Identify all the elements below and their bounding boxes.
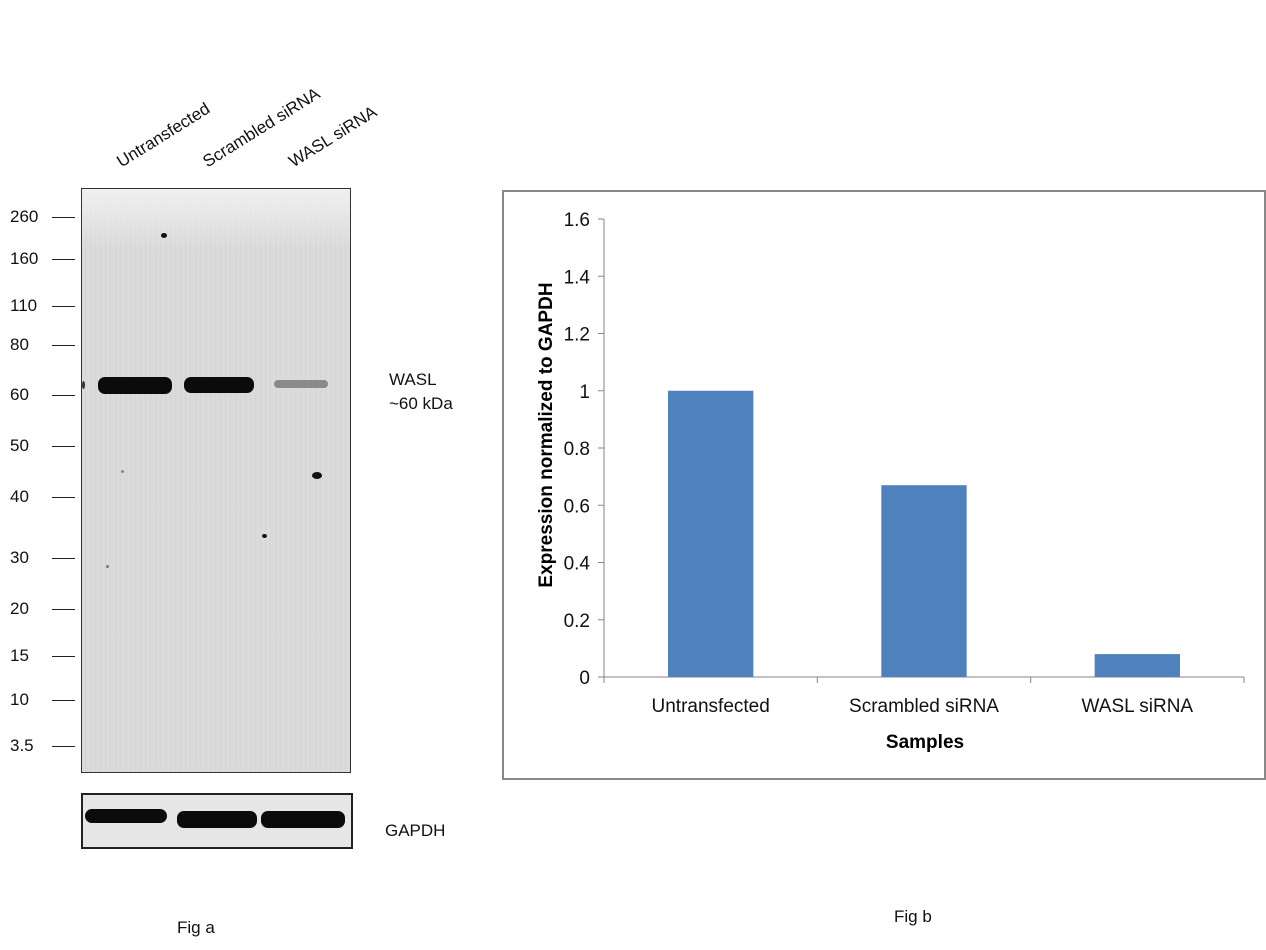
blot-speck (121, 470, 124, 473)
gapdh-label: GAPDH (385, 821, 446, 840)
marker-label-40: 40 (10, 487, 29, 506)
blot-speck (262, 534, 267, 538)
fig-a-caption: Fig a (177, 918, 215, 937)
y-tick-label: 0 (579, 668, 590, 689)
bar-wasl-sirna (1094, 654, 1180, 677)
western-blot-membrane (81, 188, 351, 773)
band-scrambled-sirna (184, 377, 254, 393)
marker-tick (52, 345, 75, 346)
blot-speck (312, 472, 322, 479)
bars (668, 390, 1180, 677)
marker-tick (52, 746, 75, 747)
marker-tick (52, 558, 75, 559)
gapdh-blot (81, 793, 353, 849)
y-tick-label: 1.4 (564, 267, 591, 288)
blot-speck (82, 381, 85, 389)
membrane-shading (82, 189, 350, 249)
band-untransfected (98, 377, 172, 394)
y-tick-label: 0.6 (564, 496, 590, 517)
x-tick-label: Scrambled siRNA (849, 696, 999, 717)
marker-tick (52, 609, 75, 610)
marker-label-80: 80 (10, 335, 29, 354)
gapdh-band-scrambled-sirna (177, 811, 257, 828)
x-axis: Untransfected Scrambled siRNA WASL siRNA (603, 676, 1245, 717)
marker-label-3-5: 3.5 (10, 736, 34, 755)
y-tick-label: 0.4 (564, 554, 591, 575)
marker-tick (52, 497, 75, 498)
marker-label-15: 15 (10, 646, 29, 665)
wasl-band-label: WASL (389, 370, 437, 389)
y-tick-label: 0.2 (564, 611, 590, 632)
marker-label-110: 110 (10, 296, 38, 315)
y-axis-label: Expression normalized to GAPDH (536, 282, 557, 587)
bar-untransfected (668, 390, 754, 677)
marker-label-260: 260 (10, 207, 39, 226)
lane-label-untransfected: Untransfected (113, 98, 214, 172)
marker-tick (52, 700, 75, 701)
gapdh-band-wasl-sirna (261, 811, 345, 828)
marker-tick (52, 446, 75, 447)
band-wasl-sirna (274, 380, 328, 388)
blot-speck (106, 565, 109, 568)
bar-scrambled-sirna (881, 485, 967, 677)
wasl-size-label: ~60 kDa (389, 394, 453, 413)
marker-label-50: 50 (10, 436, 29, 455)
y-axis: 0 0.2 0.4 0.6 0.8 1 1.2 1.4 1.6 (564, 210, 605, 689)
gapdh-band-untransfected (85, 809, 167, 823)
x-tick-label: WASL siRNA (1082, 696, 1194, 717)
fig-b-caption: Fig b (894, 907, 932, 926)
y-tick-label: 1 (579, 382, 590, 403)
marker-label-20: 20 (10, 599, 29, 618)
marker-tick (52, 656, 75, 657)
bar-chart: 0 0.2 0.4 0.6 0.8 1 1.2 1.4 1.6 Untransfected Scr… (536, 210, 1245, 753)
marker-tick (52, 306, 75, 307)
marker-label-60: 60 (10, 385, 29, 404)
marker-tick (52, 259, 75, 260)
chart-frame: 0 0.2 0.4 0.6 0.8 1 1.2 1.4 1.6 Untransfected Scr… (502, 190, 1266, 780)
marker-tick (52, 217, 75, 218)
x-axis-label: Samples (886, 732, 964, 753)
blot-speck (161, 233, 167, 238)
marker-label-160: 160 (10, 249, 39, 268)
y-tick-label: 1.2 (564, 325, 590, 346)
marker-label-10: 10 (10, 690, 29, 709)
y-tick-label: 0.8 (564, 439, 590, 460)
x-tick-label: Untransfected (652, 696, 770, 717)
marker-tick (52, 395, 75, 396)
marker-label-30: 30 (10, 548, 29, 567)
y-tick-label: 1.6 (564, 210, 590, 231)
